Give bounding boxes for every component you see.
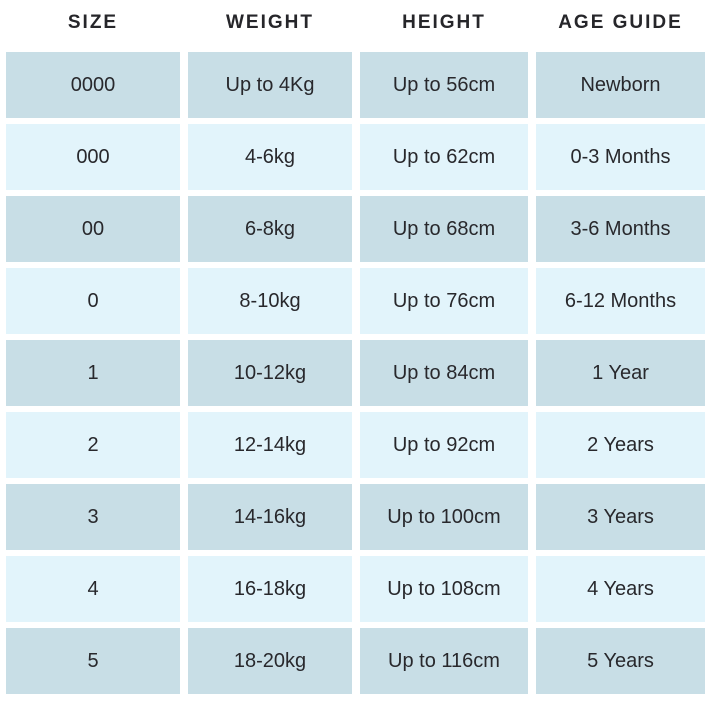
table-row: 000 4-6kg Up to 62cm 0-3 Months: [6, 124, 705, 190]
table-row: 5 18-20kg Up to 116cm 5 Years: [6, 628, 705, 694]
cell-size: 000: [6, 124, 180, 190]
column-header-height: HEIGHT: [402, 12, 486, 33]
cell-height: Up to 68cm: [360, 196, 528, 262]
table-row: 0 8-10kg Up to 76cm 6-12 Months: [6, 268, 705, 334]
cell-age-guide: 1 Year: [536, 340, 705, 406]
cell-height: Up to 100cm: [360, 484, 528, 550]
table-row: 3 14-16kg Up to 100cm 3 Years: [6, 484, 705, 550]
cell-weight: 18-20kg: [188, 628, 352, 694]
cell-weight: Up to 4Kg: [188, 52, 352, 118]
cell-age-guide: 5 Years: [536, 628, 705, 694]
cell-height: Up to 108cm: [360, 556, 528, 622]
table-row: 2 12-14kg Up to 92cm 2 Years: [6, 412, 705, 478]
cell-height: Up to 56cm: [360, 52, 528, 118]
cell-age-guide: 4 Years: [536, 556, 705, 622]
cell-size: 5: [6, 628, 180, 694]
cell-weight: 10-12kg: [188, 340, 352, 406]
cell-size: 3: [6, 484, 180, 550]
cell-age-guide: Newborn: [536, 52, 705, 118]
cell-age-guide: 3-6 Months: [536, 196, 705, 262]
table-row: 4 16-18kg Up to 108cm 4 Years: [6, 556, 705, 622]
cell-weight: 16-18kg: [188, 556, 352, 622]
cell-size: 0: [6, 268, 180, 334]
column-header-weight: WEIGHT: [226, 12, 314, 33]
cell-weight: 4-6kg: [188, 124, 352, 190]
cell-height: Up to 92cm: [360, 412, 528, 478]
cell-height: Up to 76cm: [360, 268, 528, 334]
cell-height: Up to 116cm: [360, 628, 528, 694]
cell-age-guide: 3 Years: [536, 484, 705, 550]
cell-weight: 8-10kg: [188, 268, 352, 334]
cell-age-guide: 0-3 Months: [536, 124, 705, 190]
cell-size: 1: [6, 340, 180, 406]
cell-weight: 6-8kg: [188, 196, 352, 262]
table-row: 1 10-12kg Up to 84cm 1 Year: [6, 340, 705, 406]
cell-age-guide: 6-12 Months: [536, 268, 705, 334]
table-row: 00 6-8kg Up to 68cm 3-6 Months: [6, 196, 705, 262]
cell-height: Up to 84cm: [360, 340, 528, 406]
cell-size: 4: [6, 556, 180, 622]
cell-height: Up to 62cm: [360, 124, 528, 190]
column-header-age-guide: AGE GUIDE: [558, 12, 683, 33]
cell-weight: 12-14kg: [188, 412, 352, 478]
table-body: 0000 Up to 4Kg Up to 56cm Newborn 000 4-6kg Up…: [6, 52, 705, 694]
cell-size: 00: [6, 196, 180, 262]
cell-age-guide: 2 Years: [536, 412, 705, 478]
cell-size: 2: [6, 412, 180, 478]
column-header-size: SIZE: [67, 12, 119, 33]
table-header-row: SIZE WEIGHT HEIGHT AGE GUIDE: [6, 0, 705, 52]
cell-size: 0000: [6, 52, 180, 118]
table-row: 0000 Up to 4Kg Up to 56cm Newborn: [6, 52, 705, 118]
cell-weight: 14-16kg: [188, 484, 352, 550]
